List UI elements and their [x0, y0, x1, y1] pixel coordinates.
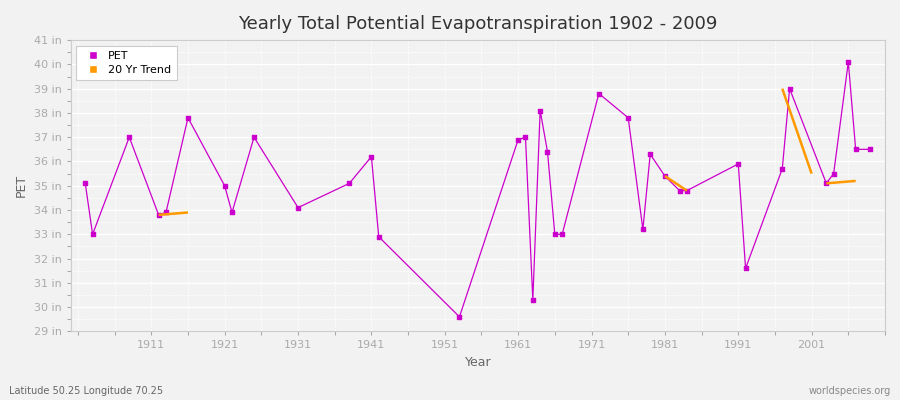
Point: [819, 180, 833, 186]
Point: [291, 204, 305, 211]
Point: [591, 90, 606, 97]
Point: [658, 173, 672, 179]
Point: [782, 86, 796, 92]
Point: [364, 154, 379, 160]
Point: [526, 297, 540, 303]
Point: [842, 59, 856, 65]
Legend: PET, 20 Yr Trend: PET, 20 Yr Trend: [76, 46, 177, 80]
Point: [547, 231, 562, 238]
Point: [672, 188, 687, 194]
Point: [218, 182, 232, 189]
Point: [533, 107, 547, 114]
Point: [247, 134, 261, 140]
Text: Latitude 50.25 Longitude 70.25: Latitude 50.25 Longitude 70.25: [9, 386, 163, 396]
Text: worldspecies.org: worldspecies.org: [809, 386, 891, 396]
Point: [452, 314, 466, 320]
Point: [863, 146, 878, 152]
Point: [738, 265, 752, 272]
Point: [826, 170, 841, 177]
Point: [621, 114, 635, 121]
Point: [731, 161, 745, 167]
Point: [78, 180, 93, 186]
Point: [680, 188, 694, 194]
Point: [86, 231, 100, 238]
Point: [225, 209, 239, 216]
X-axis label: Year: Year: [464, 356, 491, 369]
Point: [511, 136, 526, 143]
Point: [122, 134, 137, 140]
Point: [555, 231, 570, 238]
Point: [635, 226, 650, 233]
Point: [158, 209, 173, 216]
Point: [540, 148, 554, 155]
Point: [775, 166, 789, 172]
Point: [372, 234, 386, 240]
Title: Yearly Total Potential Evapotranspiration 1902 - 2009: Yearly Total Potential Evapotranspiratio…: [238, 15, 717, 33]
Point: [518, 134, 533, 140]
Point: [151, 212, 166, 218]
Point: [181, 114, 195, 121]
Point: [643, 151, 657, 158]
Point: [342, 180, 356, 186]
Point: [849, 146, 863, 152]
Y-axis label: PET: PET: [15, 174, 28, 197]
